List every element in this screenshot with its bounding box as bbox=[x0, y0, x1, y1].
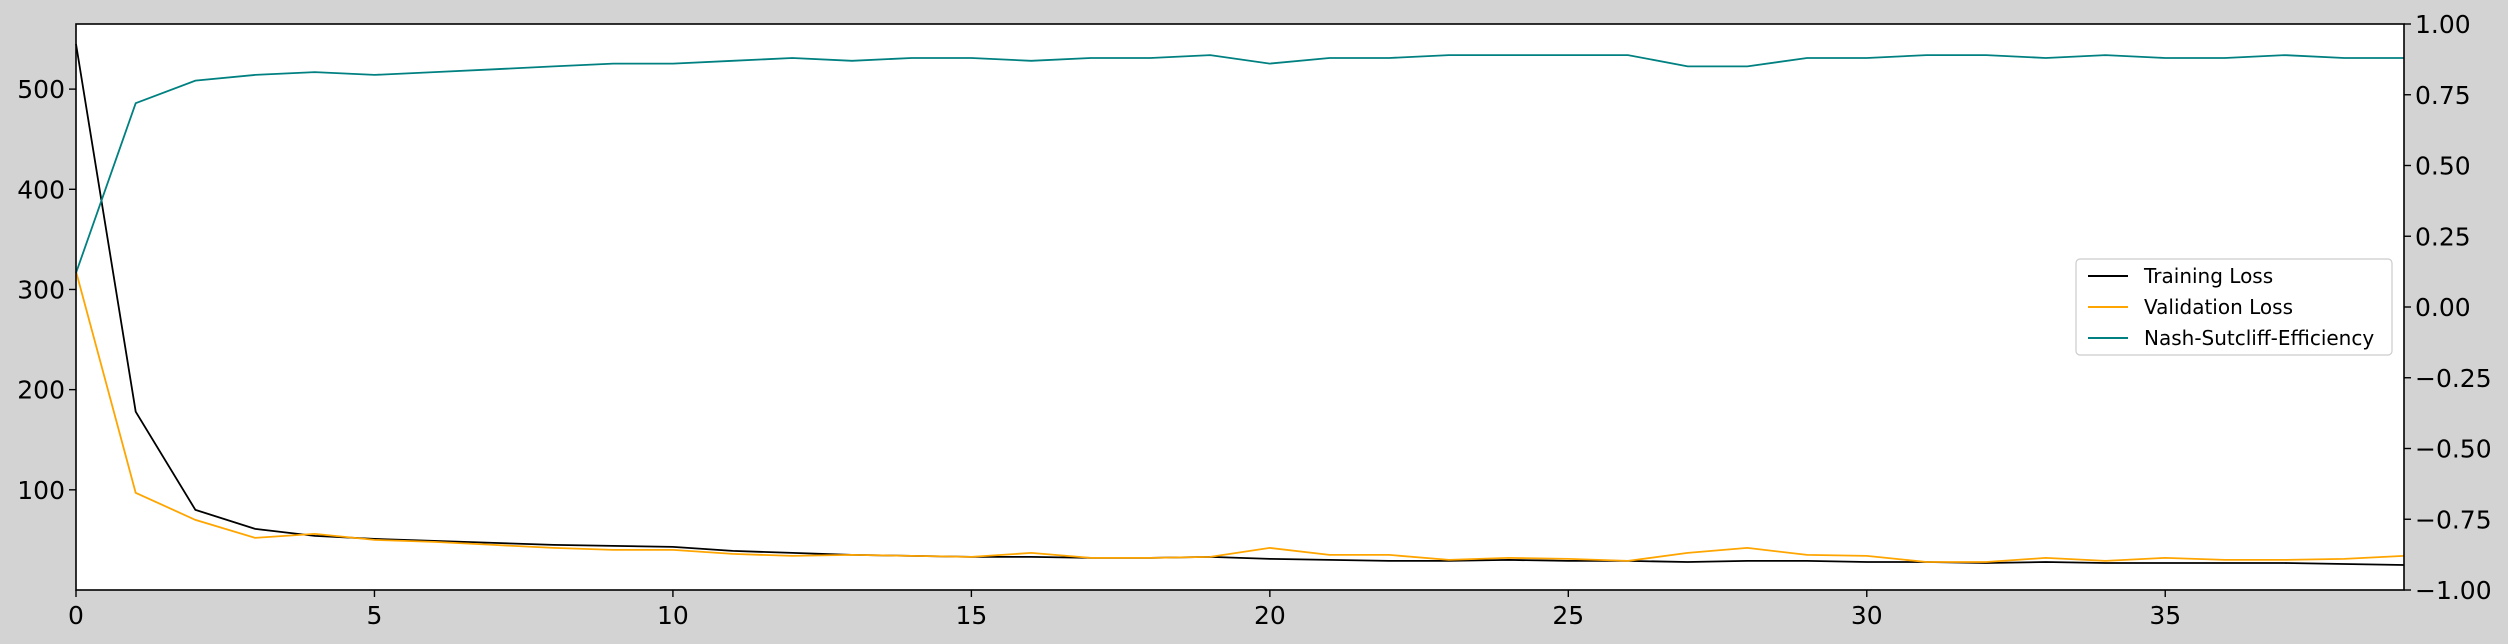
x-tick-label: 10 bbox=[657, 601, 689, 630]
y-right-tick-label: −0.75 bbox=[2415, 505, 2492, 534]
legend-label-0: Training Loss bbox=[2143, 264, 2273, 288]
x-tick-label: 35 bbox=[2149, 601, 2181, 630]
legend: Training Loss Validation Loss Nash-Sutclif… bbox=[2075, 258, 2393, 356]
y-left-tick-label: 400 bbox=[17, 175, 65, 204]
legend-box bbox=[2075, 258, 2393, 356]
y-right-tick-label: −0.25 bbox=[2415, 364, 2492, 393]
y-right-tick-label: 0.75 bbox=[2415, 81, 2471, 110]
y-left-tick-label: 500 bbox=[17, 75, 65, 104]
x-axis: 0 5 10 15 20 25 30 35 bbox=[68, 590, 2181, 630]
y-right-tick-label: 1.00 bbox=[2415, 10, 2471, 39]
y-right-tick-label: −1.00 bbox=[2415, 576, 2492, 605]
x-tick-label: 15 bbox=[955, 601, 987, 630]
y-left-tick-label: 300 bbox=[17, 275, 65, 304]
y-axis-left: 100 200 300 400 500 bbox=[17, 75, 76, 505]
legend-label-2: Nash-Sutcliff-Efficiency bbox=[2144, 326, 2374, 350]
x-tick-label: 25 bbox=[1552, 601, 1584, 630]
x-tick-label: 5 bbox=[367, 601, 383, 630]
x-tick-label: 0 bbox=[68, 601, 84, 630]
y-right-tick-label: 0.00 bbox=[2415, 293, 2471, 322]
y-axis-right: 1.00 0.75 0.50 0.25 0.00 −0.25 −0.50 −0.75 −1.00 bbox=[2404, 10, 2492, 605]
y-left-tick-label: 200 bbox=[17, 376, 65, 405]
y-right-tick-label: 0.50 bbox=[2415, 152, 2471, 181]
x-tick-label: 30 bbox=[1851, 601, 1883, 630]
legend-label-1: Validation Loss bbox=[2144, 295, 2293, 319]
plot-background bbox=[76, 24, 2404, 590]
y-right-tick-label: 0.25 bbox=[2415, 222, 2471, 251]
y-left-tick-label: 100 bbox=[17, 476, 65, 505]
series-line-2 bbox=[75, 54, 2404, 274]
series-layer bbox=[75, 43, 2405, 566]
y-right-tick-label: −0.50 bbox=[2415, 435, 2492, 464]
series-line-1 bbox=[75, 271, 2405, 563]
series-line-0 bbox=[75, 43, 2405, 566]
x-tick-label: 20 bbox=[1254, 601, 1286, 630]
